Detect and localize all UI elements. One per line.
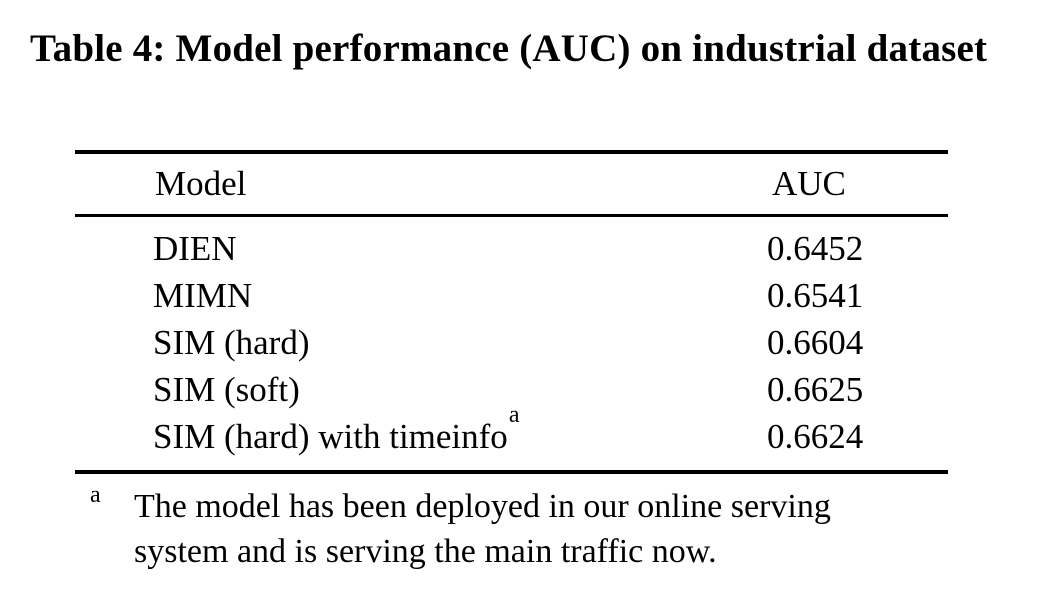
model-name-cell: SIM (hard) with timeinfoa: [153, 403, 519, 460]
model-name-cell: MIMN: [153, 272, 252, 319]
footnote-line: The model has been deployed in our onlin…: [134, 488, 831, 525]
model-name-cell: SIM (hard): [153, 319, 310, 366]
model-name-cell: SIM (soft): [153, 366, 300, 413]
table-header-row: Model AUC: [75, 154, 948, 217]
model-name-cell: DIEN: [153, 225, 237, 272]
auc-value-cell: 0.6624: [767, 417, 864, 456]
header-model: Model: [155, 164, 247, 203]
model-name: SIM (hard): [153, 323, 310, 362]
auc-value-cell: 0.6604: [767, 323, 864, 362]
results-table: Model AUC DIEN 0.6452 MIMN 0.6541 SIM (h…: [75, 150, 948, 474]
footnote-text: The model has been deployed in our onlin…: [134, 484, 980, 574]
auc-value-cell: 0.6452: [767, 229, 864, 268]
table-body: DIEN 0.6452 MIMN 0.6541 SIM (hard) 0.660…: [75, 217, 948, 470]
table-row: SIM (hard) with timeinfoa 0.6624: [75, 403, 948, 460]
model-name: SIM (soft): [153, 370, 300, 409]
auc-value-cell: 0.6625: [767, 370, 864, 409]
table-row: DIEN 0.6452: [75, 225, 948, 272]
model-name: SIM (hard) with timeinfo: [153, 417, 508, 456]
table-row: MIMN 0.6541: [75, 272, 948, 319]
header-auc: AUC: [772, 164, 846, 203]
model-name: MIMN: [153, 276, 253, 315]
auc-value-cell: 0.6541: [767, 276, 864, 315]
table-row: SIM (soft) 0.6625: [75, 366, 948, 413]
footnote-line: system and is serving the main traffic n…: [134, 533, 717, 570]
footnote-marker-ref: a: [508, 402, 520, 429]
table-caption: Table 4: Model performance (AUC) on indu…: [30, 27, 988, 70]
footnote-marker: a: [90, 482, 101, 508]
table-row: SIM (hard) 0.6604: [75, 319, 948, 366]
table-footnote: a The model has been deployed in our onl…: [90, 482, 980, 574]
model-name: DIEN: [153, 229, 237, 268]
